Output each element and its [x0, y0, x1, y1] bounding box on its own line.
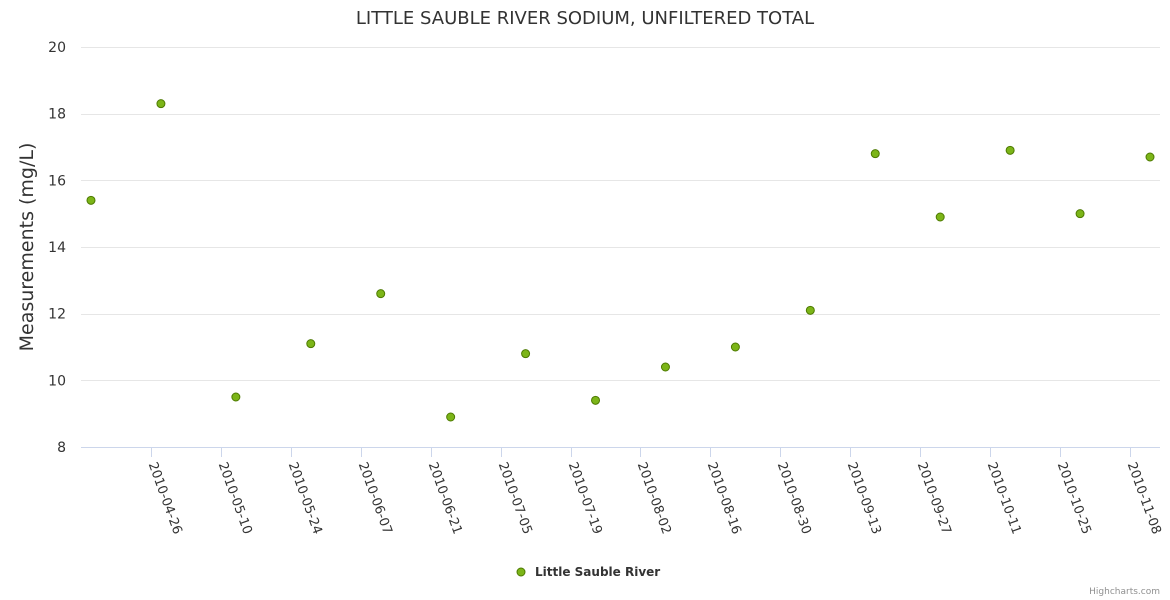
- x-tick-label: 2010-07-05: [495, 460, 535, 536]
- data-point[interactable]: [306, 339, 316, 349]
- x-tick-label: 2010-04-26: [145, 460, 185, 536]
- x-tick-label: 2010-10-25: [1054, 460, 1094, 536]
- x-tick-label: 2010-06-21: [425, 460, 465, 536]
- data-point[interactable]: [870, 149, 880, 159]
- data-point[interactable]: [231, 392, 241, 402]
- y-axis-title: Measurements (mg/L): [16, 143, 38, 352]
- x-tick-label: 2010-07-19: [565, 460, 605, 536]
- legend-marker: [516, 567, 526, 577]
- gridlines: [81, 47, 1160, 381]
- x-tick-label: 2010-08-30: [774, 460, 814, 536]
- data-point[interactable]: [521, 349, 531, 359]
- x-tick-label: 2010-09-13: [844, 460, 884, 536]
- y-tick-label: 18: [48, 107, 66, 123]
- x-tick-label: 2010-11-08: [1124, 460, 1164, 536]
- data-point[interactable]: [446, 412, 456, 422]
- data-point[interactable]: [156, 99, 166, 109]
- y-tick-label: 20: [48, 40, 66, 56]
- data-point[interactable]: [805, 305, 815, 315]
- x-tick-label: 2010-05-24: [285, 460, 325, 536]
- x-tick-label: 2010-09-27: [914, 460, 954, 536]
- data-point[interactable]: [86, 195, 96, 205]
- data-point[interactable]: [1075, 209, 1085, 219]
- data-point[interactable]: [935, 212, 945, 222]
- y-tick-label: 12: [48, 307, 66, 323]
- data-point[interactable]: [1005, 145, 1015, 155]
- x-tick-label: 2010-10-11: [984, 460, 1024, 536]
- x-tick-label: 2010-06-07: [355, 460, 395, 536]
- data-point[interactable]: [730, 342, 740, 352]
- x-tick-label: 2010-08-02: [634, 460, 674, 536]
- data-point[interactable]: [1145, 152, 1155, 162]
- data-point[interactable]: [660, 362, 670, 372]
- chart-title: LITTLE SAUBLE RIVER SODIUM, UNFILTERED T…: [356, 8, 814, 29]
- y-tick-label: 10: [48, 373, 66, 389]
- y-axis-ticks: 8 10 12 14 16 18 20: [48, 40, 66, 456]
- y-tick-label: 16: [48, 173, 66, 189]
- y-tick-label: 8: [57, 440, 66, 456]
- data-point[interactable]: [591, 395, 601, 405]
- x-axis-ticks: 2010-04-26 2010-05-10 2010-05-24 2010-06-07…: [145, 447, 1164, 536]
- credits-link[interactable]: Highcharts.com: [1089, 587, 1160, 597]
- legend-label[interactable]: Little Sauble River: [535, 565, 660, 579]
- x-tick-label: 2010-05-10: [215, 460, 255, 536]
- data-points[interactable]: [86, 99, 1155, 422]
- x-tick-label: 2010-08-16: [704, 460, 744, 536]
- y-tick-label: 14: [48, 240, 66, 256]
- legend[interactable]: Little Sauble River: [516, 565, 660, 579]
- data-point[interactable]: [376, 289, 386, 299]
